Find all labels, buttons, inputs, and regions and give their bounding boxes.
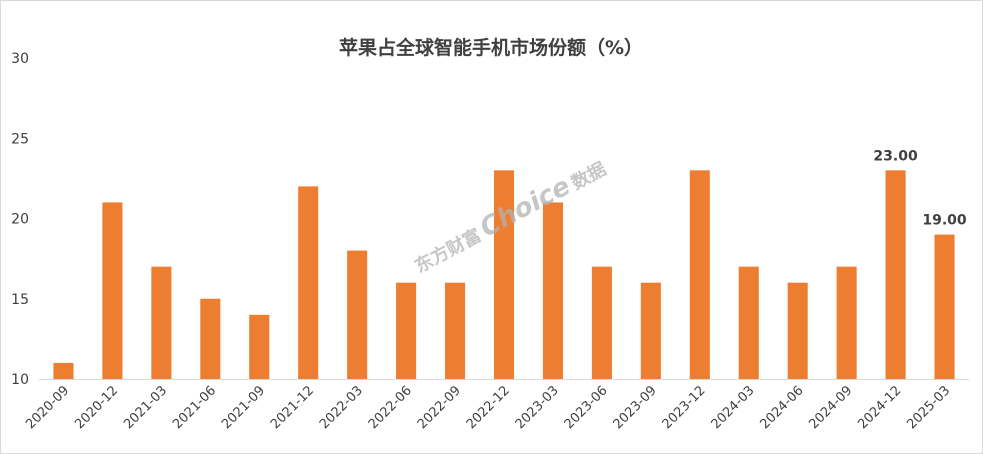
y-tick-label: 25 — [11, 131, 29, 147]
x-tick-label: 2022-03 — [317, 383, 366, 432]
chart-title: 苹果占全球智能手机市场份额（%） — [339, 36, 643, 59]
x-tick-label: 2024-09 — [806, 383, 855, 432]
x-tick-label: 2022-06 — [366, 383, 415, 432]
bar — [445, 282, 466, 379]
bar — [200, 298, 221, 379]
bar — [542, 202, 563, 379]
x-tick-label: 2021-09 — [219, 383, 268, 432]
x-tick-label: 2022-12 — [464, 383, 513, 432]
x-tick-label: 2024-12 — [855, 383, 904, 432]
bar — [738, 266, 759, 379]
y-tick-label: 10 — [11, 372, 29, 388]
watermark-suffix: 数据 — [568, 158, 610, 194]
x-tick-label: 2021-12 — [268, 383, 317, 432]
x-tick-label: 2021-03 — [121, 383, 170, 432]
bar — [53, 362, 74, 379]
x-tick-label: 2023-06 — [562, 383, 611, 432]
x-tick-label: 2023-12 — [660, 383, 709, 432]
x-axis: 2020-09 2020-12 2021-03 2021-06 2021-09 2021-… — [23, 383, 953, 432]
bar — [347, 250, 368, 379]
bar — [787, 282, 808, 379]
bar — [934, 234, 955, 379]
bar — [689, 170, 710, 379]
x-tick-label: 2020-12 — [72, 383, 121, 432]
bar — [102, 202, 123, 379]
watermark-brand: 东方财富 — [411, 224, 485, 277]
bar-series — [53, 170, 955, 379]
y-tick-label: 15 — [11, 292, 29, 308]
x-tick-label: 2022-09 — [415, 383, 464, 432]
data-label: 19.00 — [922, 213, 967, 229]
x-tick-label: 2024-03 — [709, 383, 758, 432]
x-tick-label: 2024-06 — [757, 383, 806, 432]
bar — [493, 170, 515, 379]
bar — [640, 282, 661, 379]
bar — [249, 314, 270, 379]
data-labels: 23.00 19.00 — [873, 148, 966, 228]
x-tick-label: 2025-03 — [904, 383, 953, 432]
bar — [836, 266, 857, 379]
bar — [298, 186, 319, 379]
x-tick-label: 2021-06 — [170, 383, 219, 432]
bar — [885, 170, 906, 379]
y-tick-label: 30 — [11, 51, 29, 67]
bar — [591, 266, 612, 379]
y-axis: 10 15 20 25 30 — [11, 51, 29, 388]
x-tick-label: 2020-09 — [23, 383, 72, 432]
bar — [396, 282, 417, 379]
bar — [151, 266, 172, 379]
data-label: 23.00 — [873, 148, 918, 164]
x-tick-label: 2023-09 — [611, 383, 660, 432]
x-tick-label: 2023-03 — [513, 383, 562, 432]
y-tick-label: 20 — [11, 212, 29, 228]
